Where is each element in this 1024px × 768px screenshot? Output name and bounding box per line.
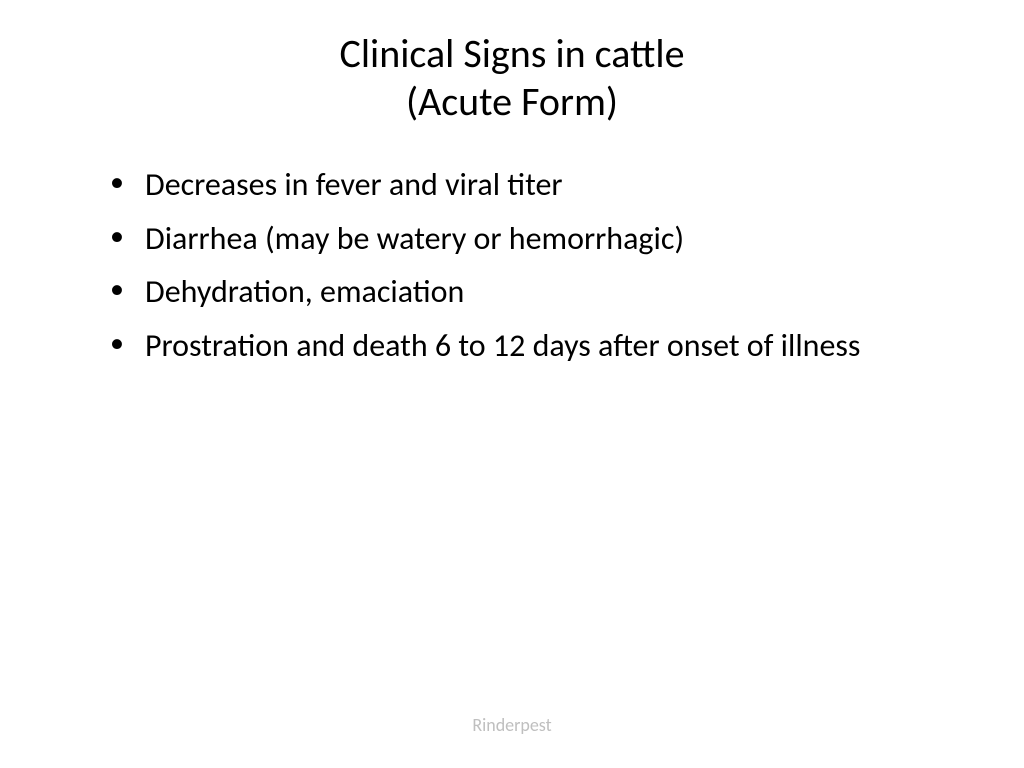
bullet-item: Decreases in fever and viral titer — [105, 164, 939, 206]
bullet-item: Prostration and death 6 to 12 days after… — [105, 325, 939, 367]
bullet-item: Dehydration, emaciation — [105, 271, 939, 313]
title-line-1: Clinical Signs in cattle — [215, 30, 809, 78]
slide-container: Clinical Signs in cattle (Acute Form) De… — [0, 0, 1024, 768]
slide-title: Clinical Signs in cattle (Acute Form) — [215, 30, 809, 126]
bullet-item: Diarrhea (may be watery or hemorrhagic) — [105, 218, 939, 260]
bullet-list: Decreases in fever and viral titer Diarr… — [85, 164, 939, 378]
title-line-2: (Acute Form) — [215, 78, 809, 126]
slide-footer: Rinderpest — [0, 714, 1024, 736]
